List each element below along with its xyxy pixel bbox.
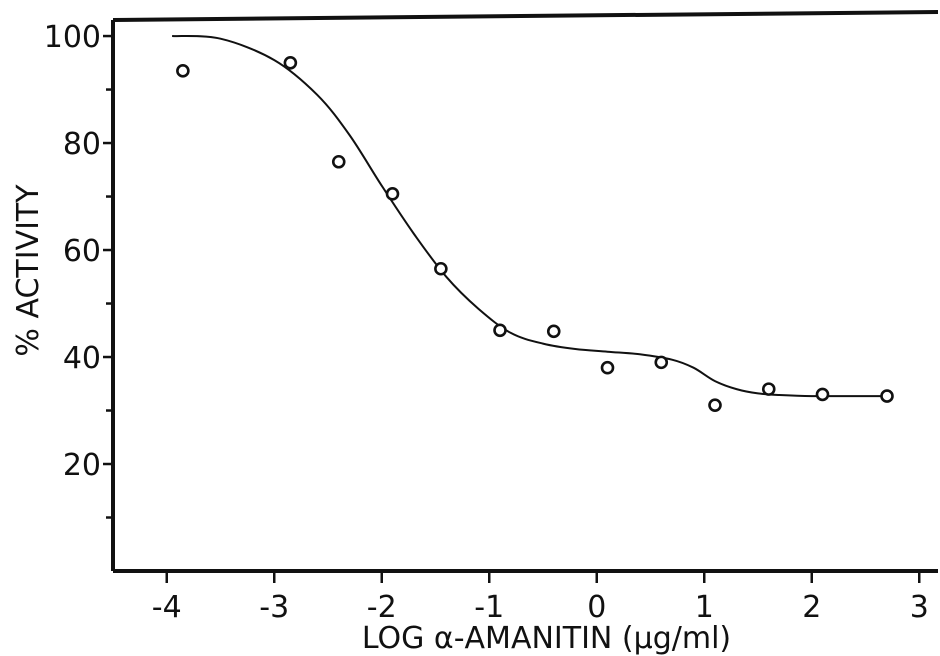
axes bbox=[111, 10, 939, 573]
data-point bbox=[546, 324, 561, 339]
data-point bbox=[761, 382, 776, 396]
data-point bbox=[283, 55, 298, 70]
x-axis-title: LOG α-AMANITIN (μg/ml) bbox=[362, 621, 731, 656]
data-point bbox=[708, 398, 722, 412]
data-point bbox=[493, 323, 507, 338]
x-tick-label: 3 bbox=[910, 590, 929, 625]
x-tick-label: -1 bbox=[474, 590, 504, 625]
x-tick-label: 2 bbox=[802, 590, 821, 625]
x-tick-label: 0 bbox=[587, 590, 606, 625]
y-tick-label: 80 bbox=[63, 127, 101, 162]
data-point bbox=[880, 389, 894, 403]
y-tick-label: 60 bbox=[63, 234, 101, 269]
x-ticks: -4 -3 -2 -1 0 1 2 3 bbox=[152, 571, 929, 625]
y-ticks: 20 40 60 80 100 bbox=[44, 20, 113, 519]
data-point bbox=[600, 360, 615, 375]
fit-curve bbox=[172, 35, 893, 398]
y-tick-label: 40 bbox=[63, 341, 101, 376]
y-axis-title: % ACTIVITY bbox=[11, 184, 46, 357]
data-point bbox=[815, 387, 830, 402]
data-points bbox=[176, 55, 894, 412]
x-tick-label: -3 bbox=[259, 590, 289, 625]
x-tick-label: 1 bbox=[695, 590, 714, 625]
x-tick-label: -2 bbox=[367, 590, 397, 625]
y-tick-label: 100 bbox=[44, 20, 101, 55]
top-frame-line bbox=[112, 10, 939, 22]
x-tick-label: -4 bbox=[152, 590, 182, 625]
y-tick-label: 20 bbox=[63, 448, 101, 483]
data-point bbox=[331, 154, 346, 169]
data-point bbox=[176, 64, 190, 78]
data-point bbox=[385, 187, 400, 201]
data-point bbox=[434, 261, 448, 276]
data-point bbox=[654, 355, 669, 370]
